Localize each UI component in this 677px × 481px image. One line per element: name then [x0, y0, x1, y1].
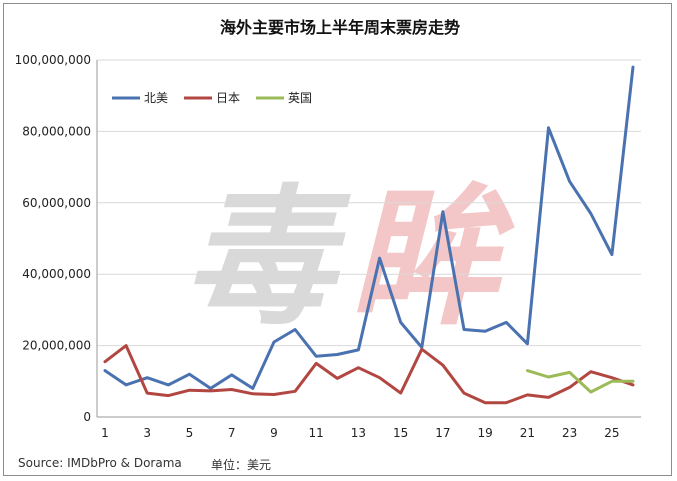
legend-label: 北美 [144, 91, 168, 105]
series-line [103, 344, 635, 405]
y-tick-label: 20,000,000 [22, 339, 91, 353]
series-lines [103, 65, 635, 405]
x-tick-label: 13 [351, 426, 366, 440]
x-tick-label: 21 [520, 426, 535, 440]
y-tick-label: 40,000,000 [22, 267, 91, 281]
line-chart: 毒 眸 海外主要市场上半年周末票房走势 0 20,000,000 40,000,00… [15, 18, 641, 440]
legend-label: 英国 [288, 91, 312, 105]
chart-title: 海外主要市场上半年周末票房走势 [220, 18, 460, 37]
legend-label: 日本 [216, 91, 240, 105]
x-tick-label: 19 [478, 426, 493, 440]
legend: 北美 日本 英国 [112, 91, 312, 105]
x-tick-label: 5 [186, 426, 194, 440]
y-tick-label: 80,000,000 [22, 124, 91, 138]
y-tick-label: 60,000,000 [22, 196, 91, 210]
y-tick-label: 0 [83, 410, 91, 424]
x-tick-label: 17 [435, 426, 450, 440]
y-tick-label: 100,000,000 [15, 53, 91, 67]
x-tick-label: 11 [309, 426, 324, 440]
y-axis-tick-labels: 0 20,000,000 40,000,000 60,000,000 80,000,00… [15, 53, 91, 424]
watermark-char-2: 眸 [349, 172, 515, 346]
x-tick-label: 23 [562, 426, 577, 440]
x-tick-label: 9 [270, 426, 278, 440]
watermark-char-1: 毒 [184, 172, 351, 346]
x-tick-label: 1 [101, 426, 109, 440]
x-tick-label: 15 [393, 426, 408, 440]
x-tick-label: 25 [604, 426, 619, 440]
watermark-logo: 毒 眸 [184, 172, 515, 346]
x-tick-label: 3 [143, 426, 151, 440]
series-line [103, 65, 635, 390]
series-line [525, 369, 635, 394]
unit-note: 单位：美元 [211, 458, 272, 472]
x-axis-tick-labels: 1 3 5 7 9 11 13 15 17 19 21 23 25 [101, 426, 619, 440]
source-note: Source: IMDbPro & Dorama [18, 456, 182, 470]
x-tick-label: 7 [228, 426, 236, 440]
chart-frame: 毒 眸 海外主要市场上半年周末票房走势 0 20,000,000 40,000,00… [3, 3, 672, 476]
gridlines [96, 59, 641, 418]
